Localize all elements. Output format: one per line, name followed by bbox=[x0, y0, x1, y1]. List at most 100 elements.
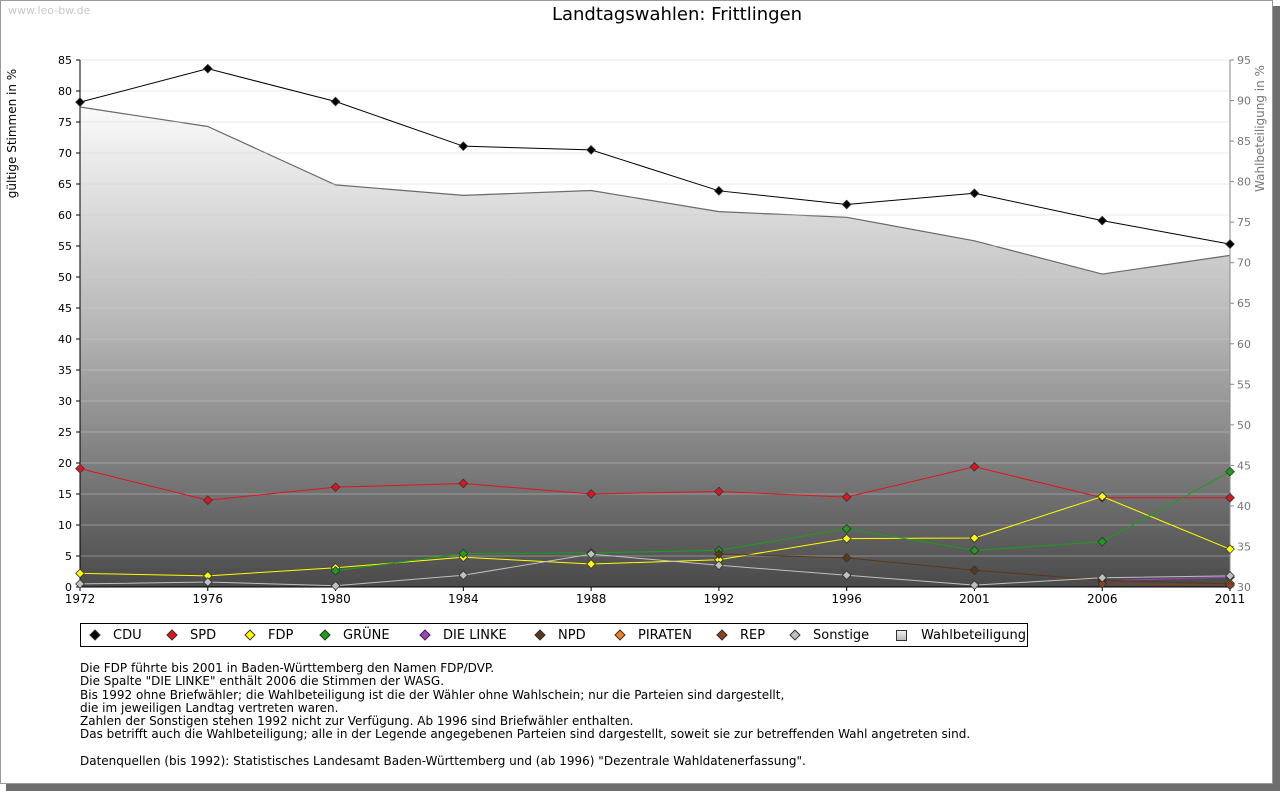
y-tick-label: 65 bbox=[58, 178, 72, 191]
note-line: Die Spalte "DIE LINKE" enthält 2006 die … bbox=[80, 674, 445, 689]
data-point-cdu bbox=[969, 188, 980, 199]
legend-item: GRÜNE bbox=[319, 624, 390, 646]
y2-tick-label: 55 bbox=[1237, 378, 1251, 391]
series-line-rep bbox=[1102, 583, 1231, 586]
y2-tick-label: 80 bbox=[1237, 176, 1251, 189]
legend-label: PIRATEN bbox=[638, 627, 692, 643]
series-line-spd bbox=[79, 466, 1230, 501]
x-tick-label: 2006 bbox=[1087, 592, 1118, 606]
legend-label: GRÜNE bbox=[343, 627, 390, 643]
data-point-rep bbox=[1097, 579, 1108, 589]
y-axis-title: gültige Stimmen in % bbox=[5, 69, 19, 198]
data-point-cdu bbox=[1225, 239, 1235, 250]
frame-shadow-bottom bbox=[6, 784, 1280, 791]
y2-tick-label: 30 bbox=[1237, 581, 1251, 594]
data-point-fdp bbox=[969, 533, 980, 543]
series-line-die-linke bbox=[1102, 576, 1231, 582]
legend-diamond-icon bbox=[614, 629, 626, 641]
data-point-sonstige bbox=[1225, 570, 1235, 581]
legend-diamond-icon bbox=[89, 629, 101, 641]
data-point-sonstige bbox=[202, 577, 213, 587]
legend-label: NPD bbox=[558, 627, 586, 643]
data-point-spd bbox=[202, 495, 213, 506]
data-point-cdu bbox=[841, 199, 852, 210]
data-point-spd bbox=[841, 492, 852, 502]
legend-diamond-icon bbox=[789, 629, 801, 641]
x-tick-label: 1992 bbox=[704, 592, 735, 606]
data-point-sonstige bbox=[841, 570, 852, 581]
data-point-sonstige bbox=[458, 570, 469, 581]
data-point-spd bbox=[1225, 492, 1235, 503]
y-tick-label: 25 bbox=[58, 426, 72, 439]
data-point-fdp bbox=[75, 568, 85, 579]
legend-label: FDP bbox=[268, 627, 294, 643]
x-tick-label: 1972 bbox=[65, 592, 96, 606]
y2-tick-label: 70 bbox=[1237, 257, 1251, 270]
frame-shadow-right bbox=[1273, 6, 1280, 791]
y2-axis-title: Wahlbeteiligung in % bbox=[1253, 65, 1267, 192]
y-tick-label: 10 bbox=[58, 519, 72, 532]
legend-item: PIRATEN bbox=[614, 624, 692, 646]
data-point-sonstige bbox=[330, 580, 341, 591]
legend-label: CDU bbox=[113, 627, 142, 643]
data-point-grüne bbox=[1225, 466, 1235, 477]
legend-item: SPD bbox=[166, 624, 216, 646]
y-tick-label: 40 bbox=[58, 333, 72, 346]
y-tick-label: 70 bbox=[58, 147, 72, 160]
y2-tick-label: 45 bbox=[1237, 459, 1251, 472]
turnout-area bbox=[80, 107, 1230, 588]
x-tick-label: 1976 bbox=[193, 592, 224, 606]
x-tick-label: 1980 bbox=[320, 592, 351, 606]
data-point-grüne bbox=[330, 566, 341, 576]
data-point-sonstige bbox=[1097, 572, 1108, 583]
x-tick-label: 2011 bbox=[1215, 592, 1246, 606]
data-point-npd bbox=[714, 549, 724, 560]
chart-notes: Die FDP führte bis 2001 in Baden-Württem… bbox=[80, 661, 971, 768]
note-line: Das betrifft auch die Wahlbeteiligung; a… bbox=[80, 727, 971, 742]
data-point-fdp bbox=[841, 533, 852, 544]
data-point-npd bbox=[841, 552, 852, 563]
data-point-cdu bbox=[586, 145, 596, 155]
y2-tick-label: 40 bbox=[1237, 500, 1251, 513]
y2-tick-label: 65 bbox=[1237, 297, 1251, 310]
data-point-spd bbox=[586, 489, 596, 499]
y2-tick-label: 60 bbox=[1237, 338, 1251, 351]
data-point-grüne bbox=[969, 545, 980, 556]
series-line-grüne bbox=[335, 471, 1231, 572]
data-point-spd bbox=[714, 486, 724, 497]
y-tick-label: 45 bbox=[58, 302, 72, 315]
legend-label: Wahlbeteiligung bbox=[921, 627, 1027, 643]
data-point-grüne bbox=[841, 523, 852, 534]
legend-item: DIE LINKE bbox=[419, 624, 507, 646]
y-tick-label: 50 bbox=[58, 271, 72, 284]
y2-tick-label: 75 bbox=[1237, 216, 1251, 229]
chart-legend: CDU SPD FDP GRÜNE DIE LINKE NPD PIRATEN REP Sons… bbox=[80, 623, 1028, 647]
series-line-sonstige bbox=[79, 553, 1231, 587]
watermark: www.leo-bw.de bbox=[8, 4, 91, 17]
note-line: Die FDP führte bis 2001 in Baden-Württem… bbox=[80, 661, 495, 675]
x-tick-label: 1988 bbox=[576, 592, 607, 606]
data-point-grüne bbox=[1097, 536, 1108, 547]
legend-item: CDU bbox=[89, 624, 142, 646]
data-point-fdp bbox=[1097, 491, 1108, 502]
y-tick-label: 5 bbox=[65, 550, 72, 563]
data-point-sonstige bbox=[969, 580, 980, 591]
data-point-sonstige bbox=[714, 560, 724, 571]
y2-tick-label: 85 bbox=[1237, 135, 1251, 148]
legend-diamond-icon bbox=[319, 629, 331, 641]
note-line bbox=[80, 742, 970, 755]
y-tick-label: 0 bbox=[65, 581, 72, 594]
y2-tick-label: 50 bbox=[1237, 419, 1251, 432]
data-point-spd bbox=[969, 461, 980, 472]
data-point-cdu bbox=[330, 96, 341, 107]
legend-item: NPD bbox=[534, 624, 586, 646]
legend-square-icon bbox=[896, 629, 907, 641]
data-point-sonstige bbox=[75, 579, 85, 589]
y2-tick-label: 95 bbox=[1237, 54, 1251, 67]
legend-diamond-icon bbox=[166, 629, 178, 641]
series-line-cdu bbox=[79, 68, 1231, 245]
y-tick-label: 20 bbox=[58, 457, 72, 470]
y-tick-label: 55 bbox=[58, 240, 72, 253]
y-tick-label: 35 bbox=[58, 364, 72, 377]
chart-title: Landtagswahlen: Frittlingen bbox=[552, 4, 802, 25]
